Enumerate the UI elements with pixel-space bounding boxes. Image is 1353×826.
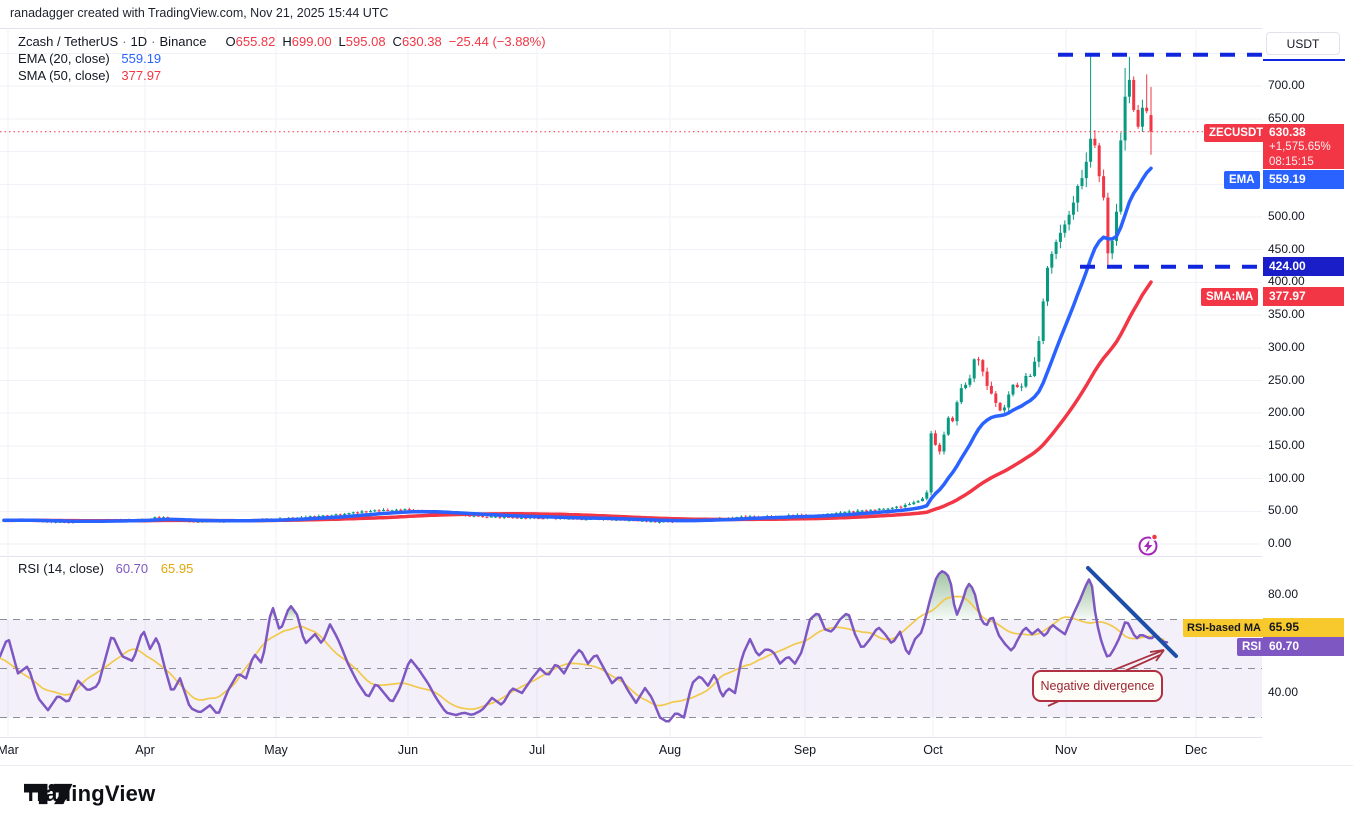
month-label-jul: Jul xyxy=(529,743,545,757)
month-label-nov: Nov xyxy=(1054,743,1078,757)
price-tick: 400.00 xyxy=(1268,274,1305,289)
price-tick: 500.00 xyxy=(1268,209,1305,223)
footer-bar: TradingView xyxy=(0,765,1353,826)
chart-top-border xyxy=(0,28,1353,29)
price-pane-canvas[interactable] xyxy=(0,28,1262,556)
symbol-name[interactable]: Zcash / TetherUS xyxy=(18,34,119,49)
month-label-sep: Sep xyxy=(793,743,817,757)
price-tick: 0.00 xyxy=(1268,536,1292,550)
rsi-ma-badge-label: RSI-based MA xyxy=(1183,619,1265,637)
rsi-badge-label: RSI xyxy=(1237,638,1267,656)
main-legend: Zcash / TetherUS · 1D · Binance O655.82 H699.0… xyxy=(18,33,546,84)
price-tick: 350.00 xyxy=(1268,307,1305,322)
month-label-mar: Mar xyxy=(0,743,19,757)
pane-divider[interactable] xyxy=(0,556,1353,557)
sma-legend-row[interactable]: SMA (50, close) 377.97 xyxy=(18,67,546,84)
high-value: 699.00 xyxy=(291,34,332,49)
price-tick: 700.00 xyxy=(1268,78,1305,93)
month-label-dec: Dec xyxy=(1184,743,1208,757)
bar-countdown: 08:15:15 xyxy=(1269,156,1314,168)
price-tick: 250.00 xyxy=(1268,372,1305,387)
flash-icon[interactable] xyxy=(1138,533,1159,556)
last-price: 630.38 xyxy=(1269,125,1306,139)
month-label-oct: Oct xyxy=(923,743,943,757)
open-value: 655.82 xyxy=(235,34,276,49)
rsi-tick: 40.00 xyxy=(1268,685,1299,699)
tradingview-logo[interactable]: TradingView xyxy=(24,781,155,807)
interval-label[interactable]: 1D xyxy=(130,34,148,49)
ema-legend-row[interactable]: EMA (20, close) 559.19 xyxy=(18,50,546,67)
change-percent: +1,575.65% xyxy=(1269,141,1331,153)
symbol-legend-row[interactable]: Zcash / TetherUS · 1D · Binance O655.82 H699.0… xyxy=(18,34,546,49)
rsi-legend-row[interactable]: RSI (14, close) 60.70 65.95 xyxy=(18,561,193,576)
sma-badge-value: 377.97 xyxy=(1263,287,1344,306)
rsi-tick: 80.00 xyxy=(1268,587,1299,601)
price-tick: 100.00 xyxy=(1268,470,1305,485)
time-axis-divider xyxy=(0,737,1353,738)
ema-value: 559.19 xyxy=(121,51,162,66)
symbol-price-badge: 630.38 +1,575.65% 08:15:15 xyxy=(1263,124,1344,169)
month-label-aug: Aug xyxy=(658,743,682,757)
price-tick: 50.00 xyxy=(1268,503,1299,518)
ema-badge-value: 559.19 xyxy=(1263,170,1344,189)
ema-badge-label: EMA xyxy=(1224,171,1260,189)
price-tick: 200.00 xyxy=(1268,405,1305,420)
price-tick: 300.00 xyxy=(1268,339,1305,354)
sma-badge-label: SMA:MA xyxy=(1201,288,1259,306)
tradingview-logo-icon xyxy=(24,783,73,805)
ohlc-values: O655.82 H699.00 L595.08 C630.38 −25.44 (−3.8… xyxy=(225,34,546,49)
low-value: 595.08 xyxy=(345,34,386,49)
rsi-badge-value: 60.70 xyxy=(1263,637,1344,656)
exchange-label: Binance xyxy=(159,34,207,49)
month-label-may: May xyxy=(264,743,288,757)
symbol-price-badge-label: ZECUSDT xyxy=(1204,124,1269,142)
ema-label: EMA (20, close) xyxy=(18,51,110,66)
support-level-badge: 424.00 xyxy=(1263,257,1344,276)
attribution-text: ranadagger created with TradingView.com,… xyxy=(10,6,389,20)
rsi-value: 60.70 xyxy=(115,561,149,576)
resistance-line-axis-segment xyxy=(1263,59,1345,61)
change-value: −25.44 (−3.88%) xyxy=(448,34,546,49)
rsi-ma-value: 65.95 xyxy=(160,561,194,576)
rsi-pane-canvas[interactable] xyxy=(0,556,1262,737)
price-tick: 650.00 xyxy=(1268,110,1305,125)
price-tick: 150.00 xyxy=(1268,437,1305,452)
time-axis[interactable]: Mar Apr May Jun Jul Aug Sep Oct Nov Dec xyxy=(0,737,1262,765)
sma-value: 377.97 xyxy=(121,68,162,83)
currency-button[interactable]: USDT xyxy=(1266,32,1340,55)
trendline-drawing[interactable] xyxy=(1086,566,1178,658)
price-tick: 450.00 xyxy=(1268,241,1305,256)
negative-divergence-label[interactable]: Negative divergence xyxy=(1032,670,1163,702)
month-label-jun: Jun xyxy=(397,743,419,757)
close-value: 630.38 xyxy=(401,34,442,49)
month-label-apr: Apr xyxy=(135,743,155,757)
sma-label: SMA (50, close) xyxy=(18,68,110,83)
rsi-label: RSI (14, close) xyxy=(18,561,104,576)
rsi-ma-badge-value: 65.95 xyxy=(1263,618,1344,637)
